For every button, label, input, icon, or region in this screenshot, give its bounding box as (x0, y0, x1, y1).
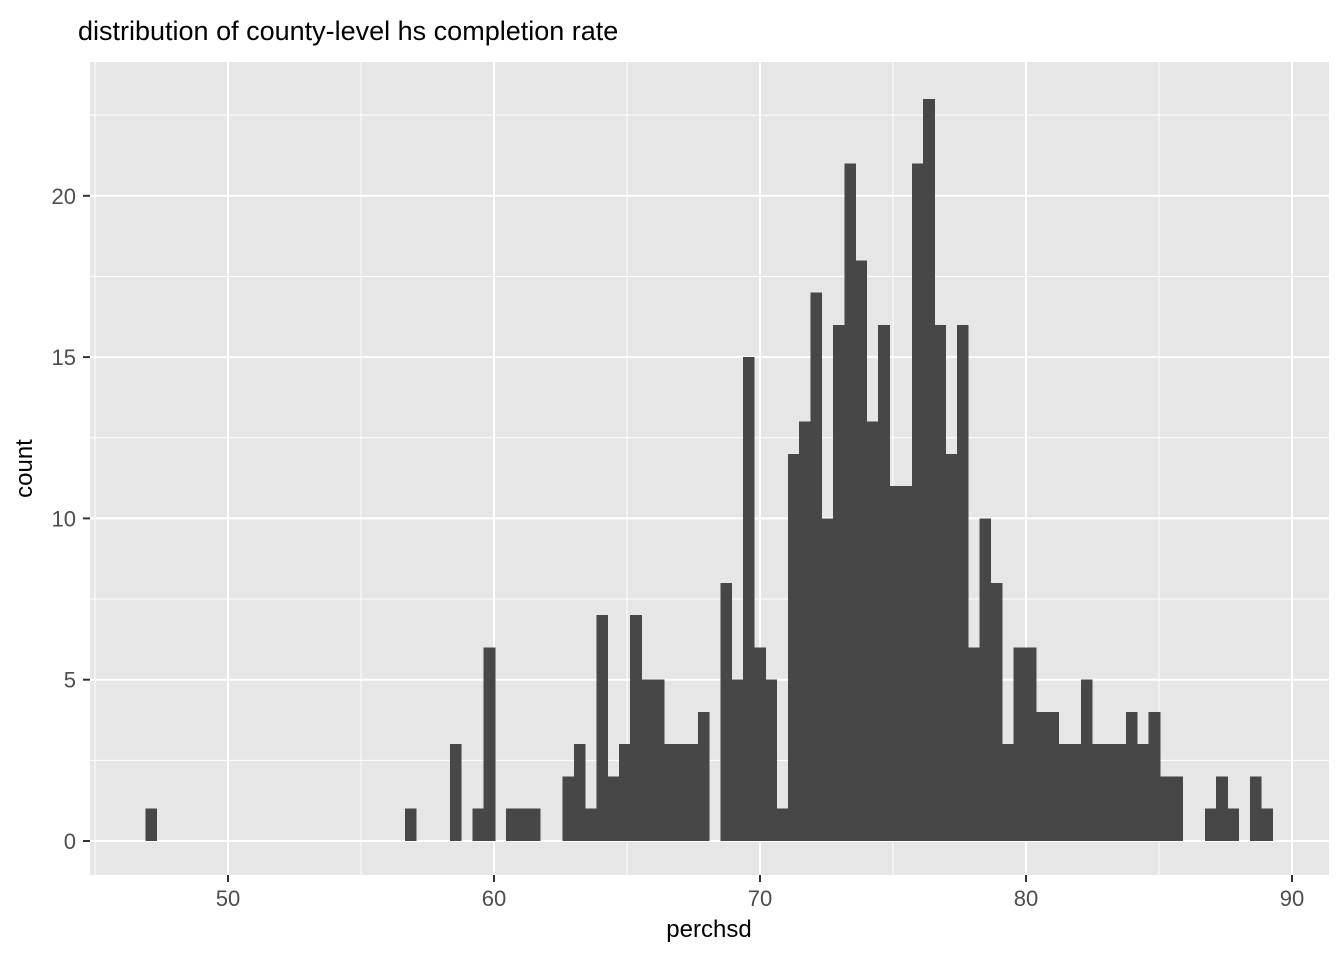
histogram-bar (145, 808, 158, 841)
histogram-bar (663, 744, 676, 841)
histogram-bar (731, 679, 744, 841)
histogram-bar (776, 808, 789, 841)
histogram-bar (866, 421, 879, 841)
histogram-bar (1261, 808, 1273, 841)
histogram-bar (1137, 744, 1150, 841)
histogram-bar (686, 744, 699, 841)
axis-tick-marks (83, 194, 1293, 882)
histogram-bar (517, 808, 530, 841)
y-tick-label: 5 (64, 668, 76, 693)
histogram-bar (1171, 776, 1183, 841)
x-tick-label: 80 (1014, 886, 1038, 911)
histogram-bar (979, 518, 992, 841)
histogram-bar (1013, 647, 1026, 841)
histogram-bar (878, 324, 890, 842)
histogram-bar (1250, 776, 1262, 841)
histogram-bar (1227, 808, 1240, 841)
histogram-bar (607, 776, 620, 841)
histogram-bar (1114, 744, 1127, 841)
y-tick-label: 20 (52, 184, 76, 209)
histogram-bar (742, 357, 755, 841)
histogram-bar (1159, 776, 1172, 841)
x-tick-labels: 50 60 70 80 90 (216, 886, 1304, 911)
histogram-bar (900, 486, 913, 841)
histogram-bar (618, 744, 631, 841)
histogram-bar (720, 582, 733, 841)
histogram-bar (596, 615, 609, 841)
histogram-bar (1058, 744, 1071, 841)
y-tick-labels: 0 5 10 15 20 (52, 184, 76, 854)
histogram-bar (1148, 711, 1161, 841)
histogram-bar (810, 292, 823, 842)
x-tick-label: 90 (1280, 886, 1304, 911)
histogram-bar (449, 744, 462, 841)
x-tick-label: 70 (748, 886, 772, 911)
histogram-bar (945, 453, 958, 841)
histogram-bar (506, 808, 518, 841)
histogram-bar (1103, 744, 1116, 841)
histogram-bar (1069, 744, 1082, 841)
histogram-bar (821, 518, 834, 841)
y-tick-label: 15 (52, 345, 76, 370)
histogram-bar (472, 808, 485, 841)
histogram-bar (923, 99, 935, 841)
histogram-bar (844, 163, 856, 842)
histogram-bar (787, 453, 800, 841)
histogram-bar (1035, 711, 1048, 841)
histogram-bar (630, 615, 642, 841)
histogram-bar (483, 647, 496, 841)
histogram-bar (990, 582, 1003, 841)
panel-background (90, 62, 1329, 875)
histogram-bar (641, 679, 654, 841)
histogram-bar (1204, 808, 1217, 841)
histogram-bar (1126, 711, 1138, 841)
histogram-bar (855, 260, 868, 841)
histogram-bar (754, 647, 766, 841)
histogram-bar (799, 421, 811, 841)
histogram-bar (652, 679, 665, 841)
histogram-bar (1080, 679, 1093, 841)
histogram-bar (957, 324, 969, 842)
y-axis-label: count (11, 439, 38, 498)
histogram-bar (765, 679, 778, 841)
histogram-bar (1002, 744, 1014, 841)
grid-minor-lines (90, 62, 1329, 875)
x-tick-label: 50 (216, 886, 240, 911)
histogram-bar (562, 776, 575, 841)
histogram-bars (145, 99, 1273, 842)
histogram-bar (1047, 711, 1059, 841)
histogram-bar (675, 744, 687, 841)
y-tick-label: 0 (64, 829, 76, 854)
y-tick-label: 10 (52, 506, 76, 531)
histogram-bar (697, 711, 710, 841)
histogram-bar (528, 808, 541, 841)
histogram-bar (833, 324, 845, 842)
x-tick-label: 60 (482, 886, 506, 911)
histogram-bar (585, 808, 597, 841)
histogram-bar (1024, 647, 1037, 841)
histogram-bar (968, 647, 980, 841)
x-axis-label: perchsd (666, 916, 751, 943)
histogram-bar (573, 744, 586, 841)
histogram-bar (404, 808, 417, 841)
chart-title: distribution of county-level hs completi… (78, 16, 618, 46)
histogram-bar (1092, 744, 1104, 841)
histogram-bar (934, 324, 947, 842)
grid-major-lines (90, 62, 1329, 875)
histogram-bar (911, 163, 924, 842)
histogram-bar (1216, 776, 1228, 841)
histogram-bar (889, 486, 902, 841)
